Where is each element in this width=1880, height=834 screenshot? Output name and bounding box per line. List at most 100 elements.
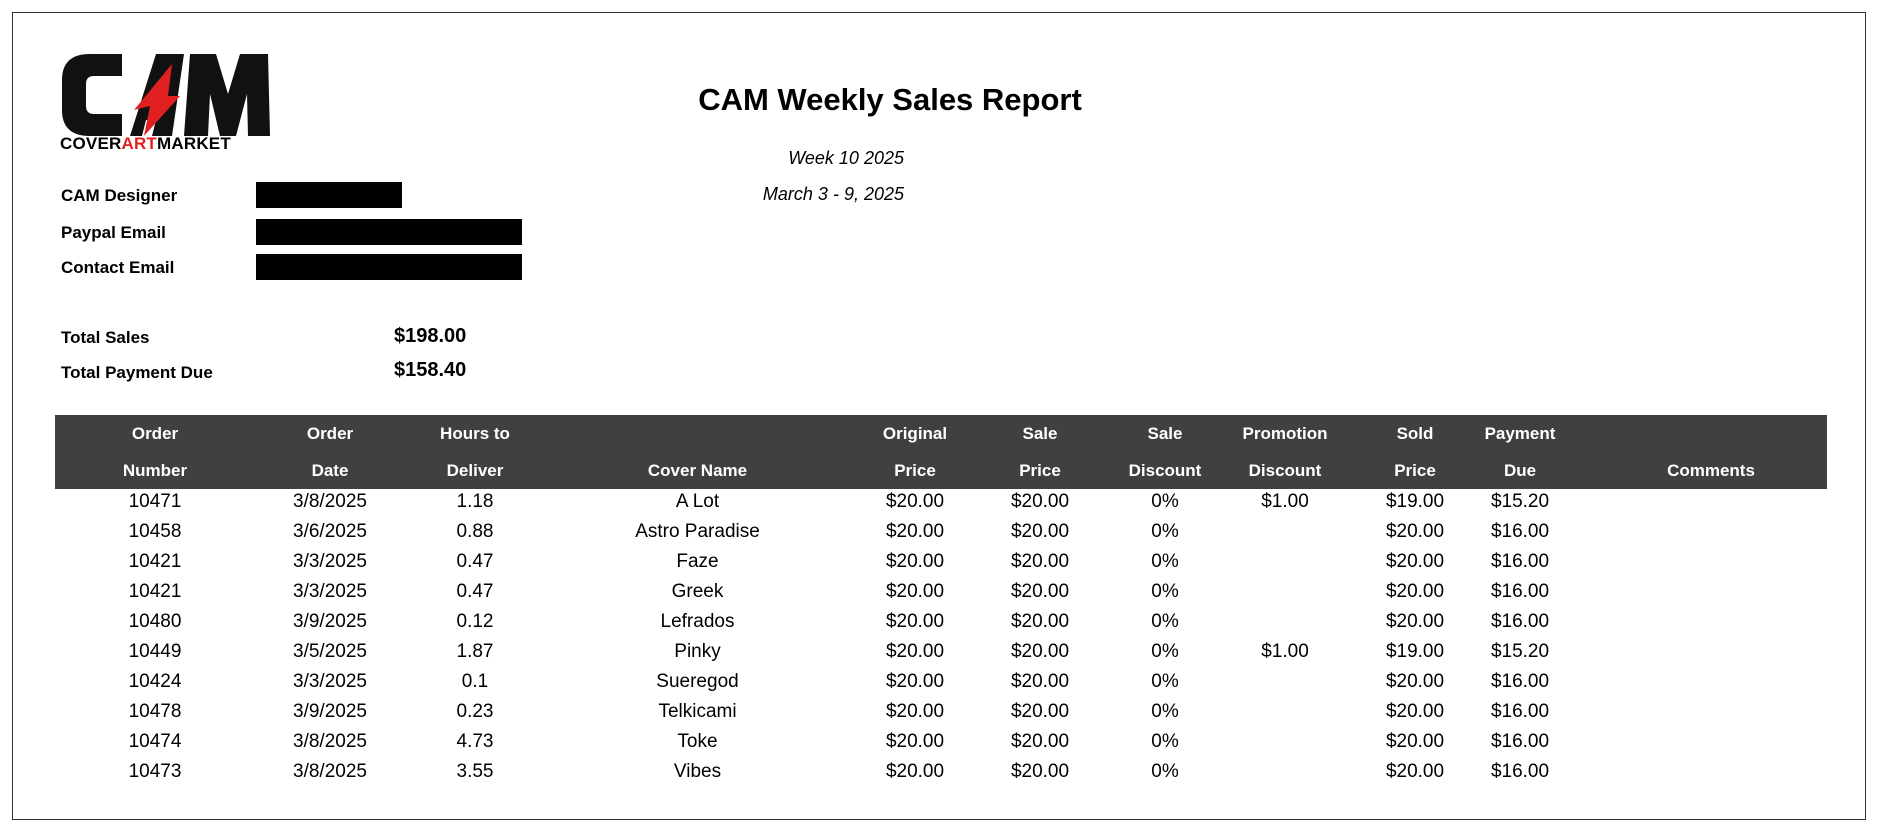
table-cell: $20.00 (1010, 731, 1070, 752)
table-cell: 0% (1151, 521, 1179, 542)
table-row: 10478 3/9/2025 0.23 Telkicami $20.00 $20.00 0%… (55, 699, 1827, 729)
table-cell: $20.00 (1385, 581, 1445, 602)
table-cell: 10473 (128, 761, 182, 782)
table-cell: $20.00 (1010, 701, 1070, 722)
table-cell: 1.18 (456, 491, 494, 512)
column-header-line: Discount (1128, 461, 1202, 480)
column-header-line: Date (311, 461, 349, 480)
table-cell: $16.00 (1490, 701, 1550, 722)
table-body: 10471 3/8/2025 1.18 A Lot $20.00 $20.00 0% $1.0… (55, 489, 1827, 789)
report-page (12, 12, 1866, 820)
table-cell: 0% (1151, 701, 1179, 722)
table-cell: 3/9/2025 (293, 611, 367, 632)
table-cell: Toke (677, 731, 718, 752)
table-cell: 10471 (128, 491, 182, 512)
table-cell: 4.73 (456, 731, 494, 752)
column-header-line: Price (894, 461, 936, 480)
column-header: Original Price (840, 415, 990, 489)
table-cell: 3/8/2025 (293, 761, 367, 782)
paypal-label: Paypal Email (61, 223, 166, 242)
table-cell: $20.00 (1385, 761, 1445, 782)
table-cell: 0% (1151, 761, 1179, 782)
total-sales-value: $198.00 (394, 325, 467, 347)
table-cell: Greek (671, 581, 724, 602)
table-cell: Sueregod (656, 671, 739, 692)
table-cell: $16.00 (1490, 581, 1550, 602)
table-cell: $20.00 (885, 701, 945, 722)
table-cell: $20.00 (885, 761, 945, 782)
table-cell: 10424 (128, 671, 182, 692)
table-cell: $16.00 (1490, 731, 1550, 752)
table-cell: Pinky (674, 641, 721, 662)
column-header: Payment Due (1445, 415, 1595, 489)
table-cell: 3/6/2025 (293, 521, 367, 542)
table-cell: $1.00 (1261, 641, 1309, 662)
sales-table: Order Number Order Date Hours to Deliver Cove… (55, 415, 1827, 789)
table-cell: $20.00 (885, 491, 945, 512)
table-row: 10471 3/8/2025 1.18 A Lot $20.00 $20.00 0% $1.0… (55, 489, 1827, 519)
column-header-line: Sale (1147, 424, 1183, 443)
table-cell: 0.1 (461, 671, 489, 692)
table-row: 10473 3/8/2025 3.55 Vibes $20.00 $20.00 0% $20.… (55, 759, 1827, 789)
table-cell: 10480 (128, 611, 182, 632)
table-cell: 3/9/2025 (293, 701, 367, 722)
column-header-line: Original (882, 424, 948, 443)
table-cell: $20.00 (1010, 581, 1070, 602)
table-cell: $20.00 (885, 611, 945, 632)
column-header-line: Comments (1667, 461, 1755, 480)
table-cell: $20.00 (885, 521, 945, 542)
table-cell: 3.55 (456, 761, 494, 782)
table-cell: $16.00 (1490, 761, 1550, 782)
table-cell: 10421 (128, 551, 182, 572)
column-header-line: Sale (1022, 424, 1058, 443)
table-header: Order Number Order Date Hours to Deliver Cove… (55, 415, 1827, 489)
table-cell: 0% (1151, 551, 1179, 572)
table-row: 10458 3/6/2025 0.88 Astro Paradise $20.00 $20… (55, 519, 1827, 549)
column-header-line: Due (1503, 461, 1537, 480)
paypal-redacted (256, 219, 522, 245)
column-header-line: Price (1019, 461, 1061, 480)
table-cell: $20.00 (1010, 521, 1070, 542)
cam-logo: COVERARTMARKET (60, 50, 272, 154)
table-cell: 0% (1151, 581, 1179, 602)
column-header: Sold Price (1335, 415, 1495, 489)
table-cell: $20.00 (1010, 641, 1070, 662)
contact-label: Contact Email (61, 258, 175, 277)
column-header: Promotion Discount (1200, 415, 1370, 489)
table-cell: Vibes (673, 761, 722, 782)
table-cell: 3/3/2025 (293, 581, 367, 602)
contact-redacted (256, 254, 522, 280)
table-cell: Faze (676, 551, 719, 572)
table-cell: Astro Paradise (635, 521, 760, 542)
column-header: Cover Name (540, 415, 855, 489)
column-header-line: Number (122, 461, 188, 480)
table-row: 10480 3/9/2025 0.12 Lefrados $20.00 $20.00 0% $… (55, 609, 1827, 639)
report-week: Week 10 2025 (788, 148, 904, 168)
table-row: 10474 3/8/2025 4.73 Toke $20.00 $20.00 0% $20.0… (55, 729, 1827, 759)
table-cell: $16.00 (1490, 611, 1550, 632)
table-cell: $20.00 (885, 581, 945, 602)
table-cell: 0.12 (456, 611, 494, 632)
table-cell: $20.00 (1385, 701, 1445, 722)
table-cell: $15.20 (1490, 641, 1550, 662)
table-cell: $20.00 (1010, 551, 1070, 572)
table-cell: A Lot (675, 491, 720, 512)
table-cell: 10478 (128, 701, 182, 722)
table-cell: Lefrados (660, 611, 735, 632)
table-row: 10421 3/3/2025 0.47 Greek $20.00 $20.00 0% $20.… (55, 579, 1827, 609)
column-header: Order Number (55, 415, 255, 489)
table-cell: $19.00 (1385, 641, 1445, 662)
table-cell: 0% (1151, 641, 1179, 662)
table-cell: $20.00 (885, 671, 945, 692)
cam-logo-mark (62, 54, 270, 136)
table-cell: $20.00 (1010, 761, 1070, 782)
table-cell: $1.00 (1261, 491, 1309, 512)
column-header: Sale Price (965, 415, 1115, 489)
column-header: Sale Discount (1090, 415, 1240, 489)
table-cell: 3/8/2025 (293, 731, 367, 752)
report-title: CAM Weekly Sales Report (698, 82, 1082, 117)
designer-label: CAM Designer (61, 186, 178, 205)
table-cell: 3/5/2025 (293, 641, 367, 662)
table-cell: 10474 (128, 731, 182, 752)
table-cell: $20.00 (885, 731, 945, 752)
